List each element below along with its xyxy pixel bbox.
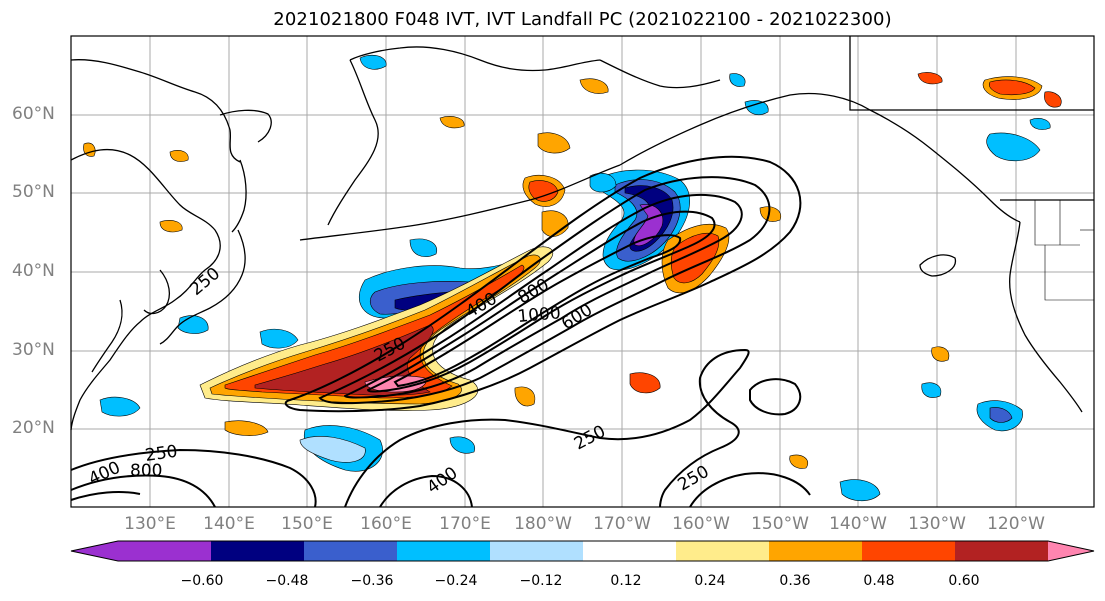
colorbar-segment [583, 541, 677, 561]
coast-north-america [1009, 221, 1083, 413]
coast-asia [70, 148, 221, 431]
map-title: 2021021800 F048 IVT, IVT Landfall PC (20… [273, 9, 892, 30]
colorbar-tick-label: −0.60 [180, 573, 224, 589]
ivt-contours [70, 155, 811, 508]
lat-tick-label: 40°N [12, 261, 55, 281]
colorbar-tick-label: 0.48 [863, 573, 895, 589]
contour-label: 400 [423, 463, 461, 498]
landfall-pc-shading [83, 54, 1062, 502]
colorbar-extend-low [71, 541, 118, 561]
colorbar-tick-label: −0.24 [434, 573, 478, 589]
lon-tick-label: 170°W [593, 514, 651, 534]
lon-tick-label: 160°E [360, 514, 412, 534]
contour-label: 1000 [517, 303, 562, 327]
coast-japan [159, 229, 246, 345]
colorbar-tick-label: −0.12 [519, 573, 563, 589]
contour-label: 800 [130, 461, 162, 481]
colorbar-segment [862, 541, 956, 561]
ivt-contour-250 [284, 155, 802, 413]
ivt-contour-400 [318, 176, 771, 405]
ivt-contour-250-south [70, 448, 317, 508]
coast-alaska [619, 92, 1021, 223]
ivt-contour-1000 [393, 234, 682, 388]
ivt-contour-600 [343, 193, 743, 399]
coastlines [70, 36, 1094, 431]
colorbar-tick-label: 0.36 [779, 573, 811, 589]
colorbar-tick-label: 0.60 [948, 573, 980, 589]
lon-tick-label: 120°W [987, 514, 1045, 534]
colorbar [70, 540, 1095, 562]
lon-tick-label: 150°E [281, 514, 333, 534]
colorbar-segment [955, 541, 1049, 561]
colorbar-segment [769, 541, 863, 561]
colorbar-segment [490, 541, 584, 561]
contour-label: 250 [144, 442, 179, 466]
colorbar-tick-label: −0.48 [265, 573, 309, 589]
lon-tick-label: 160°W [672, 514, 730, 534]
colorbar-segment [118, 541, 212, 561]
contour-label: 250 [186, 264, 224, 300]
colorbar-tick-label: 0.24 [694, 573, 726, 589]
colorbar-outline [70, 540, 1095, 562]
state-borders [1034, 200, 1094, 301]
contour-label: 250 [675, 462, 713, 496]
colorbar-segment [304, 541, 398, 561]
lon-tick-label: 130°E [124, 514, 176, 534]
contour-labels: 250 400 600 800 1000 250 250 400 250 400… [86, 264, 713, 498]
ivt-contour-800 [366, 210, 716, 393]
coast-aleutians [299, 164, 621, 241]
lat-tick-label: 50°N [12, 182, 55, 202]
lon-tick-label: 140°W [829, 514, 887, 534]
colorbar-extend-high [1048, 541, 1094, 561]
lon-tick-label: 130°W [908, 514, 966, 534]
lon-tick-label: 150°W [751, 514, 809, 534]
lon-tick-label: 180°W [514, 514, 572, 534]
lon-tick-label: 140°E [203, 514, 255, 534]
map-frame [70, 35, 1095, 508]
lat-tick-label: 20°N [12, 418, 55, 438]
colorbar-tick-label: −0.36 [350, 573, 394, 589]
coast-kamchatka [327, 59, 379, 226]
lat-tick-label: 30°N [12, 340, 55, 360]
contour-label: 250 [571, 422, 609, 455]
colorbar-segment [211, 541, 305, 561]
colorbar-tick-label: 0.12 [610, 573, 642, 589]
colorbar-segment [676, 541, 770, 561]
lon-tick-label: 170°E [439, 514, 491, 534]
lat-tick-label: 60°N [12, 104, 55, 124]
colorbar-segment [397, 541, 491, 561]
